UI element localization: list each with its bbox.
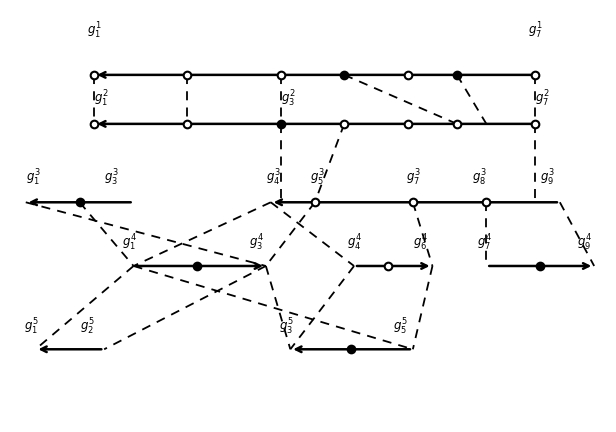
Text: $g_7^4$: $g_7^4$ xyxy=(477,233,492,253)
Text: $g_9^3$: $g_9^3$ xyxy=(540,168,555,187)
Text: $g_7^2$: $g_7^2$ xyxy=(535,89,550,109)
Text: $g_7^3$: $g_7^3$ xyxy=(406,168,421,187)
Text: $g_1^2$: $g_1^2$ xyxy=(94,89,109,109)
Text: $g_4^3$: $g_4^3$ xyxy=(266,168,280,187)
Text: $g_8^3$: $g_8^3$ xyxy=(472,168,486,187)
Text: $g_4^4$: $g_4^4$ xyxy=(347,233,362,253)
Text: $g_3^5$: $g_3^5$ xyxy=(278,316,293,337)
Text: $g_2^5$: $g_2^5$ xyxy=(79,316,94,337)
Text: $g_5^3$: $g_5^3$ xyxy=(310,168,325,187)
Text: $g_9^4$: $g_9^4$ xyxy=(577,233,591,253)
Text: $g_1^5$: $g_1^5$ xyxy=(24,316,38,337)
Text: $g_3^2$: $g_3^2$ xyxy=(280,89,295,109)
Text: $g_1^1$: $g_1^1$ xyxy=(87,20,102,41)
Text: $g_3^4$: $g_3^4$ xyxy=(249,233,264,253)
Text: $g_3^3$: $g_3^3$ xyxy=(104,168,119,187)
Text: $g_7^1$: $g_7^1$ xyxy=(528,20,543,41)
Text: $g_5^5$: $g_5^5$ xyxy=(393,316,408,337)
Text: $g_6^4$: $g_6^4$ xyxy=(413,233,428,253)
Text: $g_1^4$: $g_1^4$ xyxy=(122,233,137,253)
Text: $g_1^3$: $g_1^3$ xyxy=(26,168,40,187)
